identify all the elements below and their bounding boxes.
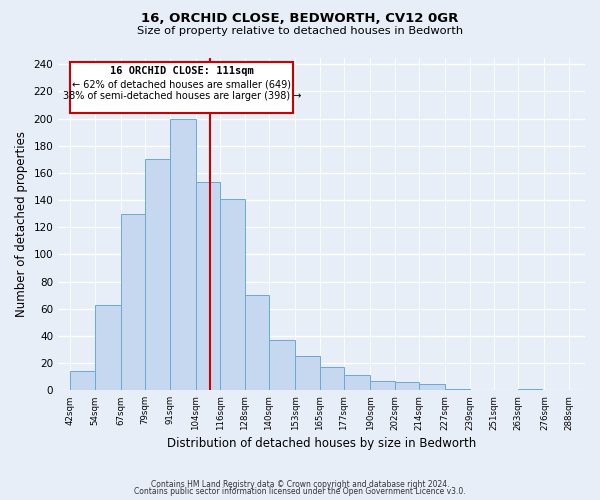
Text: 38% of semi-detached houses are larger (398) →: 38% of semi-detached houses are larger (… [62,92,301,102]
Text: 16 ORCHID CLOSE: 111sqm: 16 ORCHID CLOSE: 111sqm [110,66,254,76]
Bar [269,340,295,390]
Bar [445,389,470,390]
Bar [170,118,196,390]
Bar [344,376,370,390]
Bar [518,389,542,390]
Bar [70,372,95,390]
Text: Size of property relative to detached houses in Bedworth: Size of property relative to detached ho… [137,26,463,36]
Text: Contains public sector information licensed under the Open Government Licence v3: Contains public sector information licen… [134,488,466,496]
Bar [196,182,220,390]
Text: 16, ORCHID CLOSE, BEDWORTH, CV12 0GR: 16, ORCHID CLOSE, BEDWORTH, CV12 0GR [142,12,458,26]
FancyBboxPatch shape [70,62,293,113]
Bar [395,382,419,390]
Text: ← 62% of detached houses are smaller (649): ← 62% of detached houses are smaller (64… [72,79,291,89]
Bar [145,160,170,390]
Bar [220,199,245,390]
Bar [320,367,344,390]
Bar [121,214,145,390]
Bar [419,384,445,390]
Bar [245,295,269,390]
Bar [295,356,320,390]
Text: Contains HM Land Registry data © Crown copyright and database right 2024.: Contains HM Land Registry data © Crown c… [151,480,449,489]
Bar [95,304,121,390]
Bar [370,381,395,390]
Y-axis label: Number of detached properties: Number of detached properties [15,131,28,317]
X-axis label: Distribution of detached houses by size in Bedworth: Distribution of detached houses by size … [167,437,476,450]
